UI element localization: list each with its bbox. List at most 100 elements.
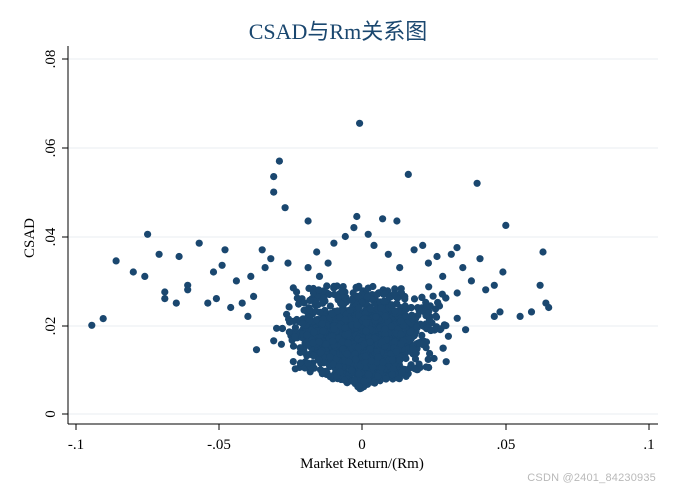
data-point [433,252,441,261]
data-point [324,259,332,267]
data-point [293,294,301,302]
data-point [309,351,317,360]
data-point [393,217,401,225]
data-point [329,337,337,345]
data-point [295,300,303,308]
data-point [366,338,374,346]
data-point [413,323,421,331]
data-point [374,372,382,380]
watermark-text: CSDN @2401_84230935 [527,472,656,484]
data-point [319,327,327,335]
data-point [396,264,404,272]
data-point [355,382,363,390]
data-point [389,365,397,373]
data-point [396,356,404,364]
data-point [432,312,440,320]
data-point [252,346,261,354]
data-point [462,326,470,334]
data-point [439,344,447,352]
data-point [258,246,266,254]
data-point [161,288,169,296]
data-point [429,292,437,300]
y-axis-ticks: 0 .02 .04 .06 .08 [43,50,68,418]
data-point [410,295,419,303]
data-point [175,252,183,261]
data-point [379,215,387,223]
y-tick-label: .08 [43,50,59,69]
data-point [440,321,448,329]
data-point [289,358,297,366]
data-point [326,373,334,381]
data-point [285,303,293,311]
data-point [273,324,281,332]
data-point [408,311,416,319]
data-point [482,286,490,294]
data-point [490,281,498,289]
data-point [355,370,363,378]
data-point [275,157,283,165]
data-point [346,306,354,314]
data-point [352,355,360,363]
data-point [424,355,432,363]
data-point [398,368,406,376]
data-point [365,371,373,379]
data-point [291,365,299,373]
x-tick-label: -.05 [207,437,231,453]
data-point [330,239,338,247]
data-point [344,339,352,347]
data-point [326,353,334,361]
data-point [447,250,455,258]
data-point [363,293,371,301]
data-point [397,340,405,348]
x-tick-label: 0 [358,437,366,453]
data-point [340,376,349,384]
data-point [155,250,163,258]
data-point [296,359,304,367]
data-point [341,324,349,332]
data-point [380,297,388,305]
data-point [453,244,461,252]
data-point [348,366,356,374]
data-point [289,317,297,325]
data-point [261,264,269,272]
data-point [362,327,370,335]
data-point [318,370,326,378]
data-point [502,221,510,229]
data-point [338,287,346,295]
data-point [430,354,438,363]
data-point [364,230,372,238]
data-point [419,241,427,249]
data-point [267,255,275,263]
y-axis-title: CSAD [22,218,38,258]
data-point [195,239,203,247]
y-tick-label: .06 [43,138,59,157]
data-point [336,368,344,376]
data-point [410,246,418,254]
data-point [291,324,299,332]
data-point [304,264,312,272]
x-tick-label: .1 [643,437,654,453]
data-point [439,272,447,280]
data-point [397,330,405,338]
data-point [330,325,338,333]
data-point [427,326,435,335]
data-point [366,305,374,313]
data-point [424,259,432,267]
data-point [129,268,137,276]
data-point [476,255,484,263]
data-point [278,324,286,333]
data-point [315,356,323,364]
data-point [277,340,285,348]
data-point [284,259,292,267]
scatter-points [88,119,553,393]
data-point [499,268,507,276]
data-point [536,281,544,289]
data-point [141,272,149,280]
data-point [316,308,324,316]
data-point [313,248,321,256]
data-point [306,306,314,314]
data-point [388,356,396,364]
data-point [545,303,553,312]
data-point [306,296,314,304]
